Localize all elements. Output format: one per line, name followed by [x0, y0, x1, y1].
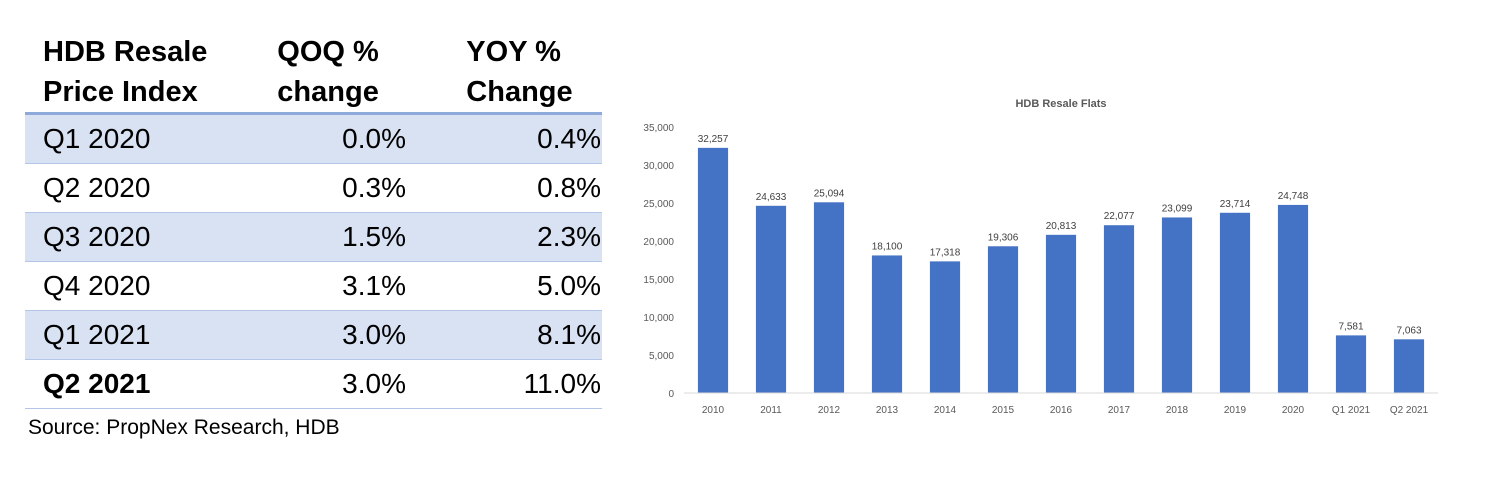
bar	[987, 246, 1019, 393]
x-tick-label: 2016	[1050, 405, 1073, 416]
y-tick-label: 0	[668, 389, 674, 400]
header-price-index-text: HDB Resale Price Index	[43, 36, 208, 108]
y-tick-label: 10,000	[643, 313, 674, 324]
bar-value-label: 17,318	[930, 247, 961, 258]
yoy-cell: 0.8%	[537, 172, 601, 203]
bar-value-label: 32,257	[698, 134, 729, 145]
table-row: Q2 2020 0.3% 0.8%	[25, 164, 602, 213]
table-row: Q1 2020 0.0% 0.4%	[25, 115, 602, 164]
header-qoq: QOQ % change	[254, 32, 466, 112]
y-tick-label: 30,000	[643, 161, 674, 172]
qoq-cell: 1.5%	[342, 221, 406, 252]
bar-value-label: 24,748	[1278, 191, 1309, 202]
x-tick-label: 2010	[702, 405, 725, 416]
bar-value-label: 23,714	[1220, 199, 1251, 210]
x-axis: 2010 2011 2012 2013 2014 2015 2016 2017 2018 2019…	[684, 392, 1438, 416]
x-tick-label: Q1 2021	[1332, 405, 1371, 416]
period-cell: Q3 2020	[43, 221, 151, 252]
x-tick-label: Q2 2021	[1390, 405, 1429, 416]
resale-flats-chart: HDB Resale Flats 0 5,000 10,000 15,000 20,00…	[643, 98, 1438, 416]
bar	[929, 261, 961, 393]
table-row: Q3 2020 1.5% 2.3%	[25, 213, 602, 262]
x-tick-label: 2011	[760, 405, 782, 416]
period-cell: Q2 2020	[43, 172, 151, 203]
bar	[697, 147, 729, 393]
y-tick-label: 35,000	[643, 123, 674, 134]
table-header-row: HDB Resale Price Index QOQ % change YOY …	[25, 30, 602, 115]
table-body: Q1 2020 0.0% 0.4% Q2 2020 0.3% 0.8% Q3 2020 1.5…	[25, 115, 602, 409]
bar-value-label: 18,100	[872, 241, 903, 252]
yoy-cell: 8.1%	[537, 319, 601, 350]
yoy-cell: 0.4%	[537, 123, 601, 154]
header-yoy-text: YOY % Change	[466, 36, 573, 108]
x-tick-label: 2018	[1166, 405, 1189, 416]
bar	[871, 255, 903, 393]
qoq-cell: 0.0%	[342, 123, 406, 154]
bar	[1277, 204, 1309, 393]
y-tick-label: 5,000	[649, 351, 674, 362]
y-tick-label: 25,000	[643, 199, 674, 210]
qoq-cell: 3.1%	[342, 270, 406, 301]
bar-value-label: 23,099	[1162, 203, 1193, 214]
bar-value-label: 7,581	[1338, 321, 1363, 332]
bar	[1045, 234, 1077, 393]
bar-value-label: 24,633	[756, 192, 787, 203]
x-tick-label: 2017	[1108, 405, 1131, 416]
qoq-cell: 3.0%	[342, 319, 406, 350]
table-row: Q4 2020 3.1% 5.0%	[25, 262, 602, 311]
bar-value-label: 20,813	[1046, 221, 1077, 232]
period-cell: Q4 2020	[43, 270, 151, 301]
bar-value-label: 19,306	[988, 232, 1019, 243]
bar	[1103, 225, 1135, 393]
qoq-cell: 3.0%	[342, 368, 406, 399]
header-yoy: YOY % Change	[466, 32, 602, 112]
bar	[1161, 217, 1193, 393]
bar	[1219, 212, 1251, 393]
header-qoq-text: QOQ % change	[277, 36, 379, 108]
bar-value-label: 7,063	[1396, 325, 1421, 336]
table-row: Q1 2021 3.0% 8.1%	[25, 311, 602, 360]
x-tick-label: 2019	[1224, 405, 1247, 416]
yoy-cell: 2.3%	[537, 221, 601, 252]
period-cell: Q1 2021	[43, 319, 151, 350]
y-tick-label: 15,000	[643, 275, 674, 286]
bar	[1335, 335, 1367, 393]
bar	[1393, 339, 1425, 393]
chart-title: HDB Resale Flats	[1015, 98, 1106, 110]
y-tick-label: 20,000	[643, 237, 674, 248]
x-tick-label: 2015	[992, 405, 1015, 416]
qoq-cell: 0.3%	[342, 172, 406, 203]
x-tick-label: 2020	[1282, 405, 1305, 416]
table-row: Q2 2021 3.0% 11.0%	[25, 360, 602, 409]
bar-value-label: 22,077	[1104, 211, 1135, 222]
yoy-cell: 5.0%	[537, 270, 601, 301]
bar-value-label: 25,094	[814, 188, 845, 199]
bars: 32,257 24,633 25,094 18,100 17,318 19,306 20,8…	[697, 134, 1425, 393]
x-tick-label: 2012	[818, 405, 841, 416]
bar	[813, 202, 845, 393]
y-axis: 0 5,000 10,000 15,000 20,000 25,000 30,000 35,0…	[643, 123, 674, 400]
bar	[755, 205, 787, 393]
period-cell: Q2 2021	[43, 368, 151, 399]
yoy-cell: 11.0%	[523, 368, 601, 399]
x-tick-label: 2013	[876, 405, 899, 416]
x-tick-label: 2014	[934, 405, 957, 416]
price-index-table: HDB Resale Price Index QOQ % change YOY …	[25, 30, 602, 409]
source-note: Source: PropNex Research, HDB	[28, 416, 340, 439]
period-cell: Q1 2020	[43, 123, 151, 154]
header-price-index: HDB Resale Price Index	[25, 32, 254, 112]
